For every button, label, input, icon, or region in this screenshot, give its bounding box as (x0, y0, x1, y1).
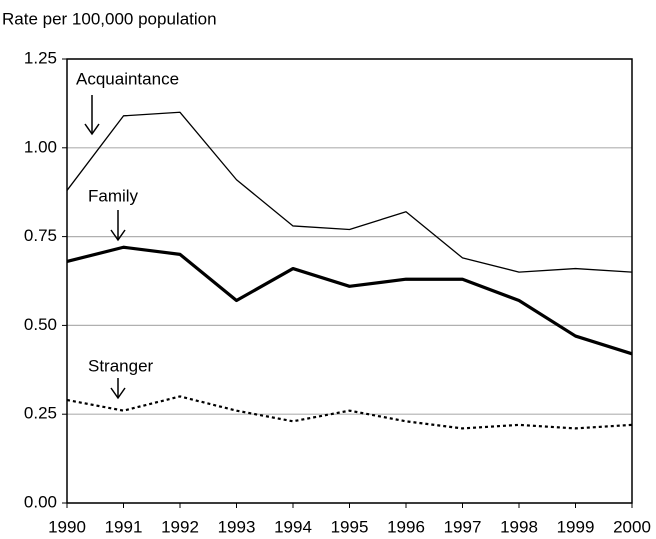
series-label: Stranger (88, 356, 154, 375)
y-tick-label: 0.00 (24, 492, 57, 511)
x-tick-label: 1999 (557, 517, 595, 536)
series-label: Acquaintance (76, 69, 179, 88)
x-tick-label: 1993 (218, 517, 256, 536)
line-series (66, 245, 633, 356)
y-tick-label: 1.00 (24, 137, 57, 156)
y-tick-label: 0.75 (24, 226, 57, 245)
x-tick-label: 1991 (105, 517, 143, 536)
x-tick-label: 1992 (161, 517, 199, 536)
x-tick-label: 1998 (500, 517, 538, 536)
x-tick-label: 2000 (613, 517, 651, 536)
line-series (66, 395, 633, 430)
plot-frame (66, 58, 633, 504)
x-tick-label: 1997 (444, 517, 482, 536)
arrow-head (84, 123, 100, 136)
y-tick-label: 0.25 (24, 404, 57, 423)
y-tick-label: 0.50 (24, 315, 57, 334)
series-label: Family (88, 186, 139, 205)
x-tick-label: 1994 (274, 517, 312, 536)
line-series (66, 111, 633, 273)
arrow-head (110, 387, 126, 400)
x-tick-label: 1995 (331, 517, 369, 536)
x-tick-label: 1990 (48, 517, 86, 536)
y-axis-label: Rate per 100,000 population (2, 9, 217, 28)
arrow-head (110, 229, 126, 242)
x-tick-label: 1996 (387, 517, 425, 536)
y-tick-label: 1.25 (24, 48, 57, 67)
